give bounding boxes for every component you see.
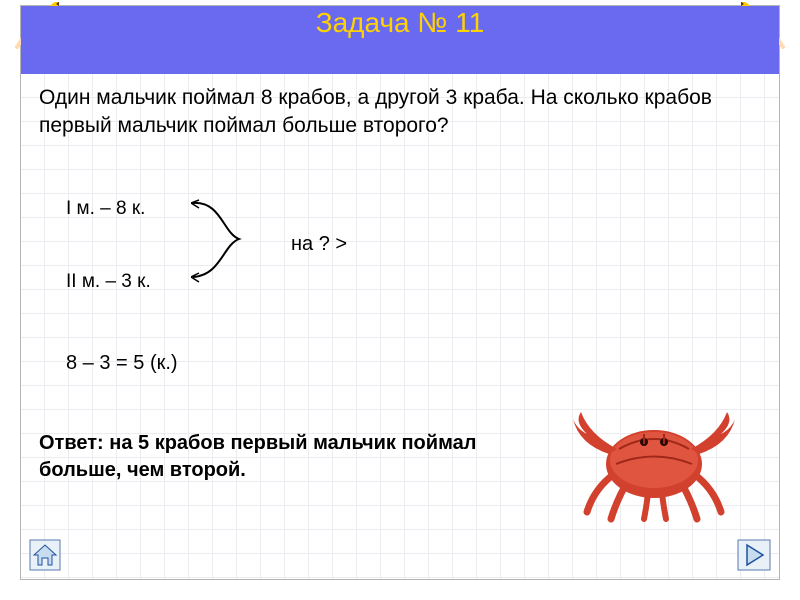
slide-title: Задача № 11 bbox=[316, 7, 485, 38]
next-arrow-icon bbox=[737, 539, 771, 571]
calculation: 8 – 3 = 5 (к.) bbox=[66, 352, 178, 375]
slide-frame: Задача № 11 Один мальчик поймал 8 крабов… bbox=[20, 5, 780, 580]
home-button[interactable] bbox=[29, 539, 61, 571]
problem-text: Один мальчик поймал 8 крабов, а другой 3… bbox=[39, 84, 761, 140]
home-icon bbox=[29, 539, 61, 571]
question-notation: на ? > bbox=[291, 233, 347, 256]
given-line-2: II м. – 3 к. bbox=[66, 271, 151, 293]
title-bar: Задача № 11 bbox=[21, 6, 779, 74]
given-line-1: I м. – 8 к. bbox=[66, 198, 145, 220]
answer-text: Ответ: на 5 крабов первый мальчик поймал… bbox=[39, 430, 499, 484]
content-area: Один мальчик поймал 8 крабов, а другой 3… bbox=[21, 74, 779, 579]
bracket-icon bbox=[191, 193, 251, 288]
crab-image bbox=[569, 394, 739, 524]
next-button[interactable] bbox=[737, 539, 771, 571]
